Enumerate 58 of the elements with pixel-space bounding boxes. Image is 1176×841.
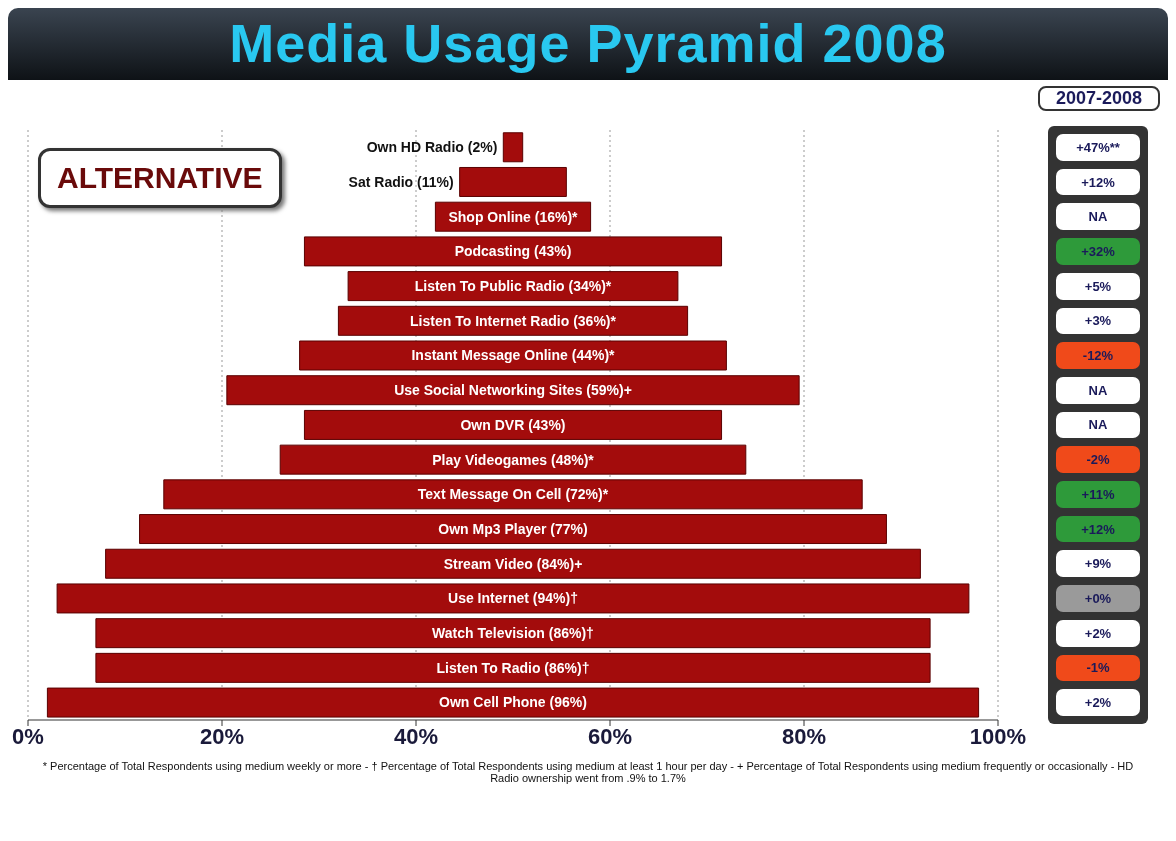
- y-tick-label: Own HD Radio (2%): [366, 139, 498, 156]
- category-label: +12%: [1056, 168, 1140, 196]
- category-label: +9%: [1056, 550, 1140, 578]
- y-tick-label: Own Cell Phone (96%): [439, 694, 587, 711]
- bar: [46, 687, 980, 718]
- bar: [56, 583, 970, 614]
- y-tick-label: Podcasting (43%): [454, 243, 572, 260]
- bar: [105, 548, 921, 579]
- bar: [226, 375, 800, 406]
- category-label: +5%: [1056, 272, 1140, 300]
- y-tick-label: Shop Online (16%)*: [448, 208, 579, 225]
- y-tick-label: Listen To Radio (86%)†: [436, 659, 590, 676]
- x-tick-label: 60%: [587, 723, 633, 749]
- text: 2007-2008: [1038, 86, 1160, 111]
- y-tick-label: Own Mp3 Player (77%): [438, 520, 588, 537]
- y-tick-label: Listen To Public Radio (34%)*: [414, 278, 612, 294]
- bar: [303, 236, 723, 267]
- x-tick-label: 20%: [199, 723, 245, 749]
- x-tick-label: 0%: [12, 723, 44, 749]
- category-label: -2%: [1056, 446, 1140, 474]
- y-tick-label: Instant Message Online (44%)*: [411, 347, 616, 364]
- x-tick-label: 40%: [393, 723, 439, 749]
- bar: [95, 652, 931, 683]
- y-tick-label: Listen To Internet Radio (36%)*: [410, 312, 617, 329]
- category-label: +3%: [1056, 307, 1140, 335]
- text: * Percentage of Total Respondents using medium weekly or more - † Percentage of Total Respondents using medium at least 1 hour per day - + Percentage of Total Respondents using medium frequently or occasionally - HD Radio ownership went from .9% to 1.7%: [41, 760, 1135, 784]
- y-tick-label: Use Internet (94%)†: [448, 590, 578, 607]
- y-tick-label: Stream Video (84%)+: [443, 555, 583, 572]
- y-tick-label: Play Videogames (48%)*: [432, 451, 595, 468]
- bar: [299, 340, 727, 371]
- category-label: +0%: [1056, 585, 1140, 612]
- category-label: +2%: [1056, 619, 1140, 647]
- bar: [279, 444, 747, 475]
- annotation: ALTERNATIVE: [38, 148, 282, 208]
- category-label: +11%: [1056, 481, 1140, 508]
- bar: [95, 618, 931, 649]
- y-tick-label: Watch Television (86%)†: [432, 625, 594, 642]
- y-tick-label: Use Social Networking Sites (59%)+: [394, 382, 632, 399]
- category-label: +12%: [1056, 515, 1140, 543]
- category-label: NA: [1056, 203, 1140, 231]
- bar: [163, 479, 863, 510]
- y-tick-label: Own DVR (43%): [460, 416, 566, 433]
- category-label: +47%**: [1056, 134, 1140, 161]
- y-tick-label: Text Message On Cell (72%)*: [417, 486, 609, 503]
- category-label: +32%: [1056, 238, 1140, 265]
- bar: [303, 409, 723, 440]
- category-label: NA: [1056, 376, 1140, 404]
- x-tick-label: 80%: [781, 723, 827, 749]
- bar: [502, 132, 524, 163]
- bar: [459, 166, 567, 197]
- y-tick-label: Sat Radio (11%): [348, 173, 454, 190]
- chart-title: Media Usage Pyramid 2008: [8, 8, 1168, 80]
- category-label: -12%: [1056, 342, 1140, 369]
- category-label: +2%: [1056, 689, 1140, 716]
- category-label: NA: [1056, 411, 1140, 439]
- category-label: -1%: [1056, 654, 1140, 682]
- x-tick-label: 100%: [969, 723, 1027, 749]
- bar: [139, 514, 887, 545]
